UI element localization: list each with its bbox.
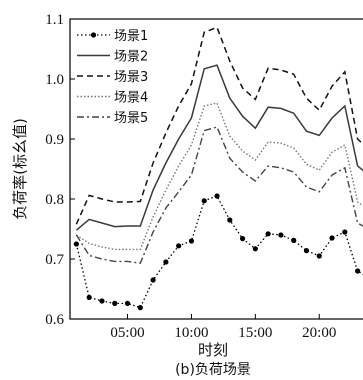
series-line-2	[75, 64, 363, 231]
series-1-point	[112, 300, 118, 306]
series-1-point	[99, 298, 105, 304]
series-line-3	[75, 26, 363, 225]
x-tick-label: 05:00	[110, 325, 144, 341]
series-1-point	[265, 231, 271, 237]
series-line-4	[76, 102, 363, 251]
legend-label-1: 场景1	[114, 29, 148, 44]
series-1-point	[316, 253, 322, 259]
series-1-point	[150, 277, 156, 283]
series-line-1	[75, 195, 363, 309]
series-1-point	[355, 268, 361, 274]
x-tick-label: 10:00	[174, 325, 208, 341]
x-tick-label: 15:00	[238, 325, 272, 341]
legend-label-5: 场景5	[114, 111, 148, 126]
legend-label-4: 场景4	[114, 91, 148, 106]
series-1-point	[214, 193, 220, 199]
x-tick-labels: 05:00 10:00 15:00 20:00	[110, 325, 336, 341]
series-1-point	[303, 248, 310, 254]
y-tick-label: 1.1	[45, 12, 64, 28]
legend-marker	[90, 32, 97, 38]
series-1-point	[342, 229, 348, 235]
series-1-point	[227, 217, 233, 223]
series-1-point	[291, 237, 297, 243]
y-tick-label: 0.8	[45, 192, 64, 208]
series-1-point	[176, 243, 182, 249]
series-1-point	[73, 241, 79, 247]
series-1-point	[86, 294, 92, 300]
y-tick-label: 0.9	[45, 132, 64, 148]
legend-label-3: 场景3	[114, 70, 148, 85]
series-1-point	[188, 238, 195, 244]
series-1-point	[252, 246, 258, 252]
chart-caption: (b)负荷场景	[175, 362, 251, 378]
series-1-point	[201, 198, 207, 204]
x-axis-label: 时刻	[198, 341, 228, 359]
series-line-5	[75, 126, 363, 264]
series-1-point	[124, 300, 131, 306]
series-1-point	[329, 235, 335, 241]
x-tick-label: 20:00	[302, 325, 336, 341]
series-1-point	[239, 236, 246, 242]
y-tick-labels: 0.6 0.7 0.8 0.9 1.0 1.1	[45, 12, 64, 328]
legend-label-2: 场景2	[114, 50, 148, 65]
series-1-point	[278, 232, 284, 238]
plot-frame	[69, 18, 363, 320]
series-1-point	[163, 259, 169, 265]
legend: 场景1 场景2 场景3 场景4 场景5	[77, 29, 148, 126]
y-axis-label: 负荷率(标幺值)	[11, 118, 29, 220]
y-tick-label: 1.0	[45, 72, 64, 88]
series-group	[73, 26, 363, 311]
series-1-point	[137, 305, 143, 311]
y-tick-label: 0.7	[45, 252, 64, 268]
y-tick-label: 0.6	[45, 312, 64, 328]
